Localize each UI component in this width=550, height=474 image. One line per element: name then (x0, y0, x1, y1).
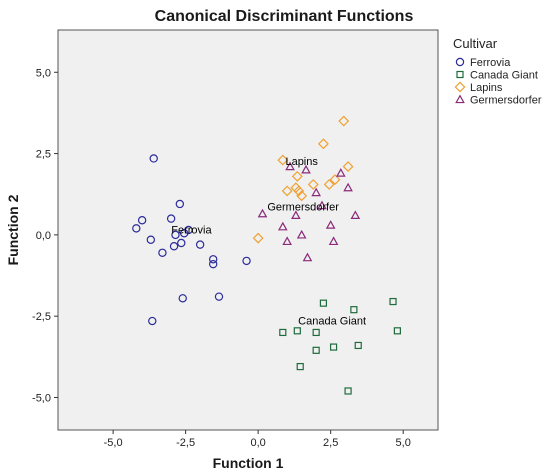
canada-giant-point (389, 297, 397, 306)
ferrovia-point (184, 225, 193, 235)
ferrovia-point (195, 240, 205, 249)
germersdorfer-point (302, 252, 313, 262)
canada-giant-point (319, 299, 328, 307)
chart-title: Canonical Discriminant Functions (155, 8, 414, 25)
legend-germersdorfer-marker (455, 94, 465, 104)
plot-area (57, 29, 439, 431)
ferrovia-point (242, 256, 251, 266)
legend-canada-giant-label: Canada Giant (470, 70, 538, 82)
canada-giant-point (293, 327, 301, 335)
ferrovia-point (149, 154, 158, 163)
lapins-point (252, 232, 264, 244)
ferrovia-point (148, 316, 157, 326)
canada-giant-point (296, 362, 304, 371)
legend-ferrovia-label: Ferrovia (470, 57, 511, 69)
y-axis-title: Function 2 (5, 194, 21, 265)
lapins-point (293, 185, 305, 197)
ferrovia-point (177, 238, 186, 248)
germersdorfer-point (311, 187, 321, 197)
y-tick-label: -2,5 (32, 311, 51, 323)
canada-giant-point (354, 341, 362, 350)
x-tick-label: -2,5 (176, 437, 195, 449)
group-centroid-label: Germersdorfer (267, 201, 339, 213)
ferrovia-point (158, 248, 167, 257)
ferrovia-point (146, 235, 156, 244)
x-tick-label: 5,0 (396, 437, 411, 449)
ferrovia-point (171, 230, 180, 240)
y-tick-label: 0,0 (36, 230, 51, 242)
axes: -5,0 -2,5 0,0 2,5 5,0 -5,0 -2,5 0,0 2,5 5,0 (32, 67, 411, 449)
legend-canada-giant-marker (456, 70, 464, 79)
canada-giant-point (393, 327, 401, 335)
lapins-point (307, 179, 319, 190)
germersdorfer-point (296, 229, 307, 239)
germersdorfer-point (282, 236, 292, 246)
canada-giant-point (312, 328, 320, 337)
ferrovia-point (214, 292, 224, 301)
lapins-point (342, 161, 354, 173)
germersdorfer-point (343, 182, 353, 192)
germersdorfer-point (277, 221, 288, 231)
lapins-point (281, 185, 293, 197)
lapins-point (338, 115, 350, 127)
legend-lapins-marker (454, 81, 466, 93)
legend-lapins-label: Lapins (470, 82, 503, 94)
germersdorfer-point (325, 220, 336, 229)
ferrovia-point (208, 255, 218, 264)
ferrovia-point (137, 216, 147, 225)
germersdorfer-point (317, 200, 327, 210)
ferrovia-point (169, 242, 179, 251)
lapins-point (291, 170, 303, 182)
x-tick-label: 2,5 (323, 437, 338, 449)
germersdorfer-point (291, 210, 301, 220)
canada-giant-point (350, 306, 358, 314)
canada-giant-point (344, 387, 352, 395)
ferrovia-point (132, 224, 141, 233)
germersdorfer-point (328, 236, 339, 246)
ferrovia-point (178, 294, 187, 303)
germersdorfer-point (336, 168, 346, 177)
group-centroid-label: Canada Giant (298, 315, 366, 327)
lapins-point (329, 174, 341, 186)
y-tick-label: -5,0 (32, 392, 51, 404)
legend-title: Cultivar (453, 36, 498, 51)
lapins-point (317, 138, 329, 150)
x-axis-title: Function 1 (213, 455, 284, 471)
y-tick-label: 5,0 (36, 67, 51, 79)
lapins-point (323, 179, 335, 190)
germersdorfer-point (285, 161, 295, 171)
canada-giant-point (312, 346, 320, 354)
group-centroid-label: Lapins (285, 156, 318, 168)
legend-germersdorfer-label: Germersdorfer (470, 95, 542, 107)
group-centroid-label: Ferrovia (171, 224, 212, 236)
lapins-point (296, 190, 308, 202)
germersdorfer-point (350, 210, 361, 220)
ferrovia-point (175, 199, 185, 209)
germersdorfer-point (257, 208, 268, 218)
ferrovia-point (208, 259, 218, 269)
lapins-point (277, 154, 289, 166)
germersdorfer-point (301, 164, 311, 174)
canada-giant-point (279, 328, 287, 337)
legend-ferrovia-marker (455, 57, 465, 67)
canada-giant-point (329, 343, 338, 351)
centroid-labels: Ferrovia Canada Giant Lapins Germersdorfer (171, 156, 366, 327)
x-tick-label: 0,0 (251, 437, 266, 449)
ferrovia-point (166, 214, 176, 223)
x-tick-label: -5,0 (104, 437, 123, 449)
y-tick-label: 2,5 (36, 149, 51, 161)
data-points (132, 115, 401, 395)
